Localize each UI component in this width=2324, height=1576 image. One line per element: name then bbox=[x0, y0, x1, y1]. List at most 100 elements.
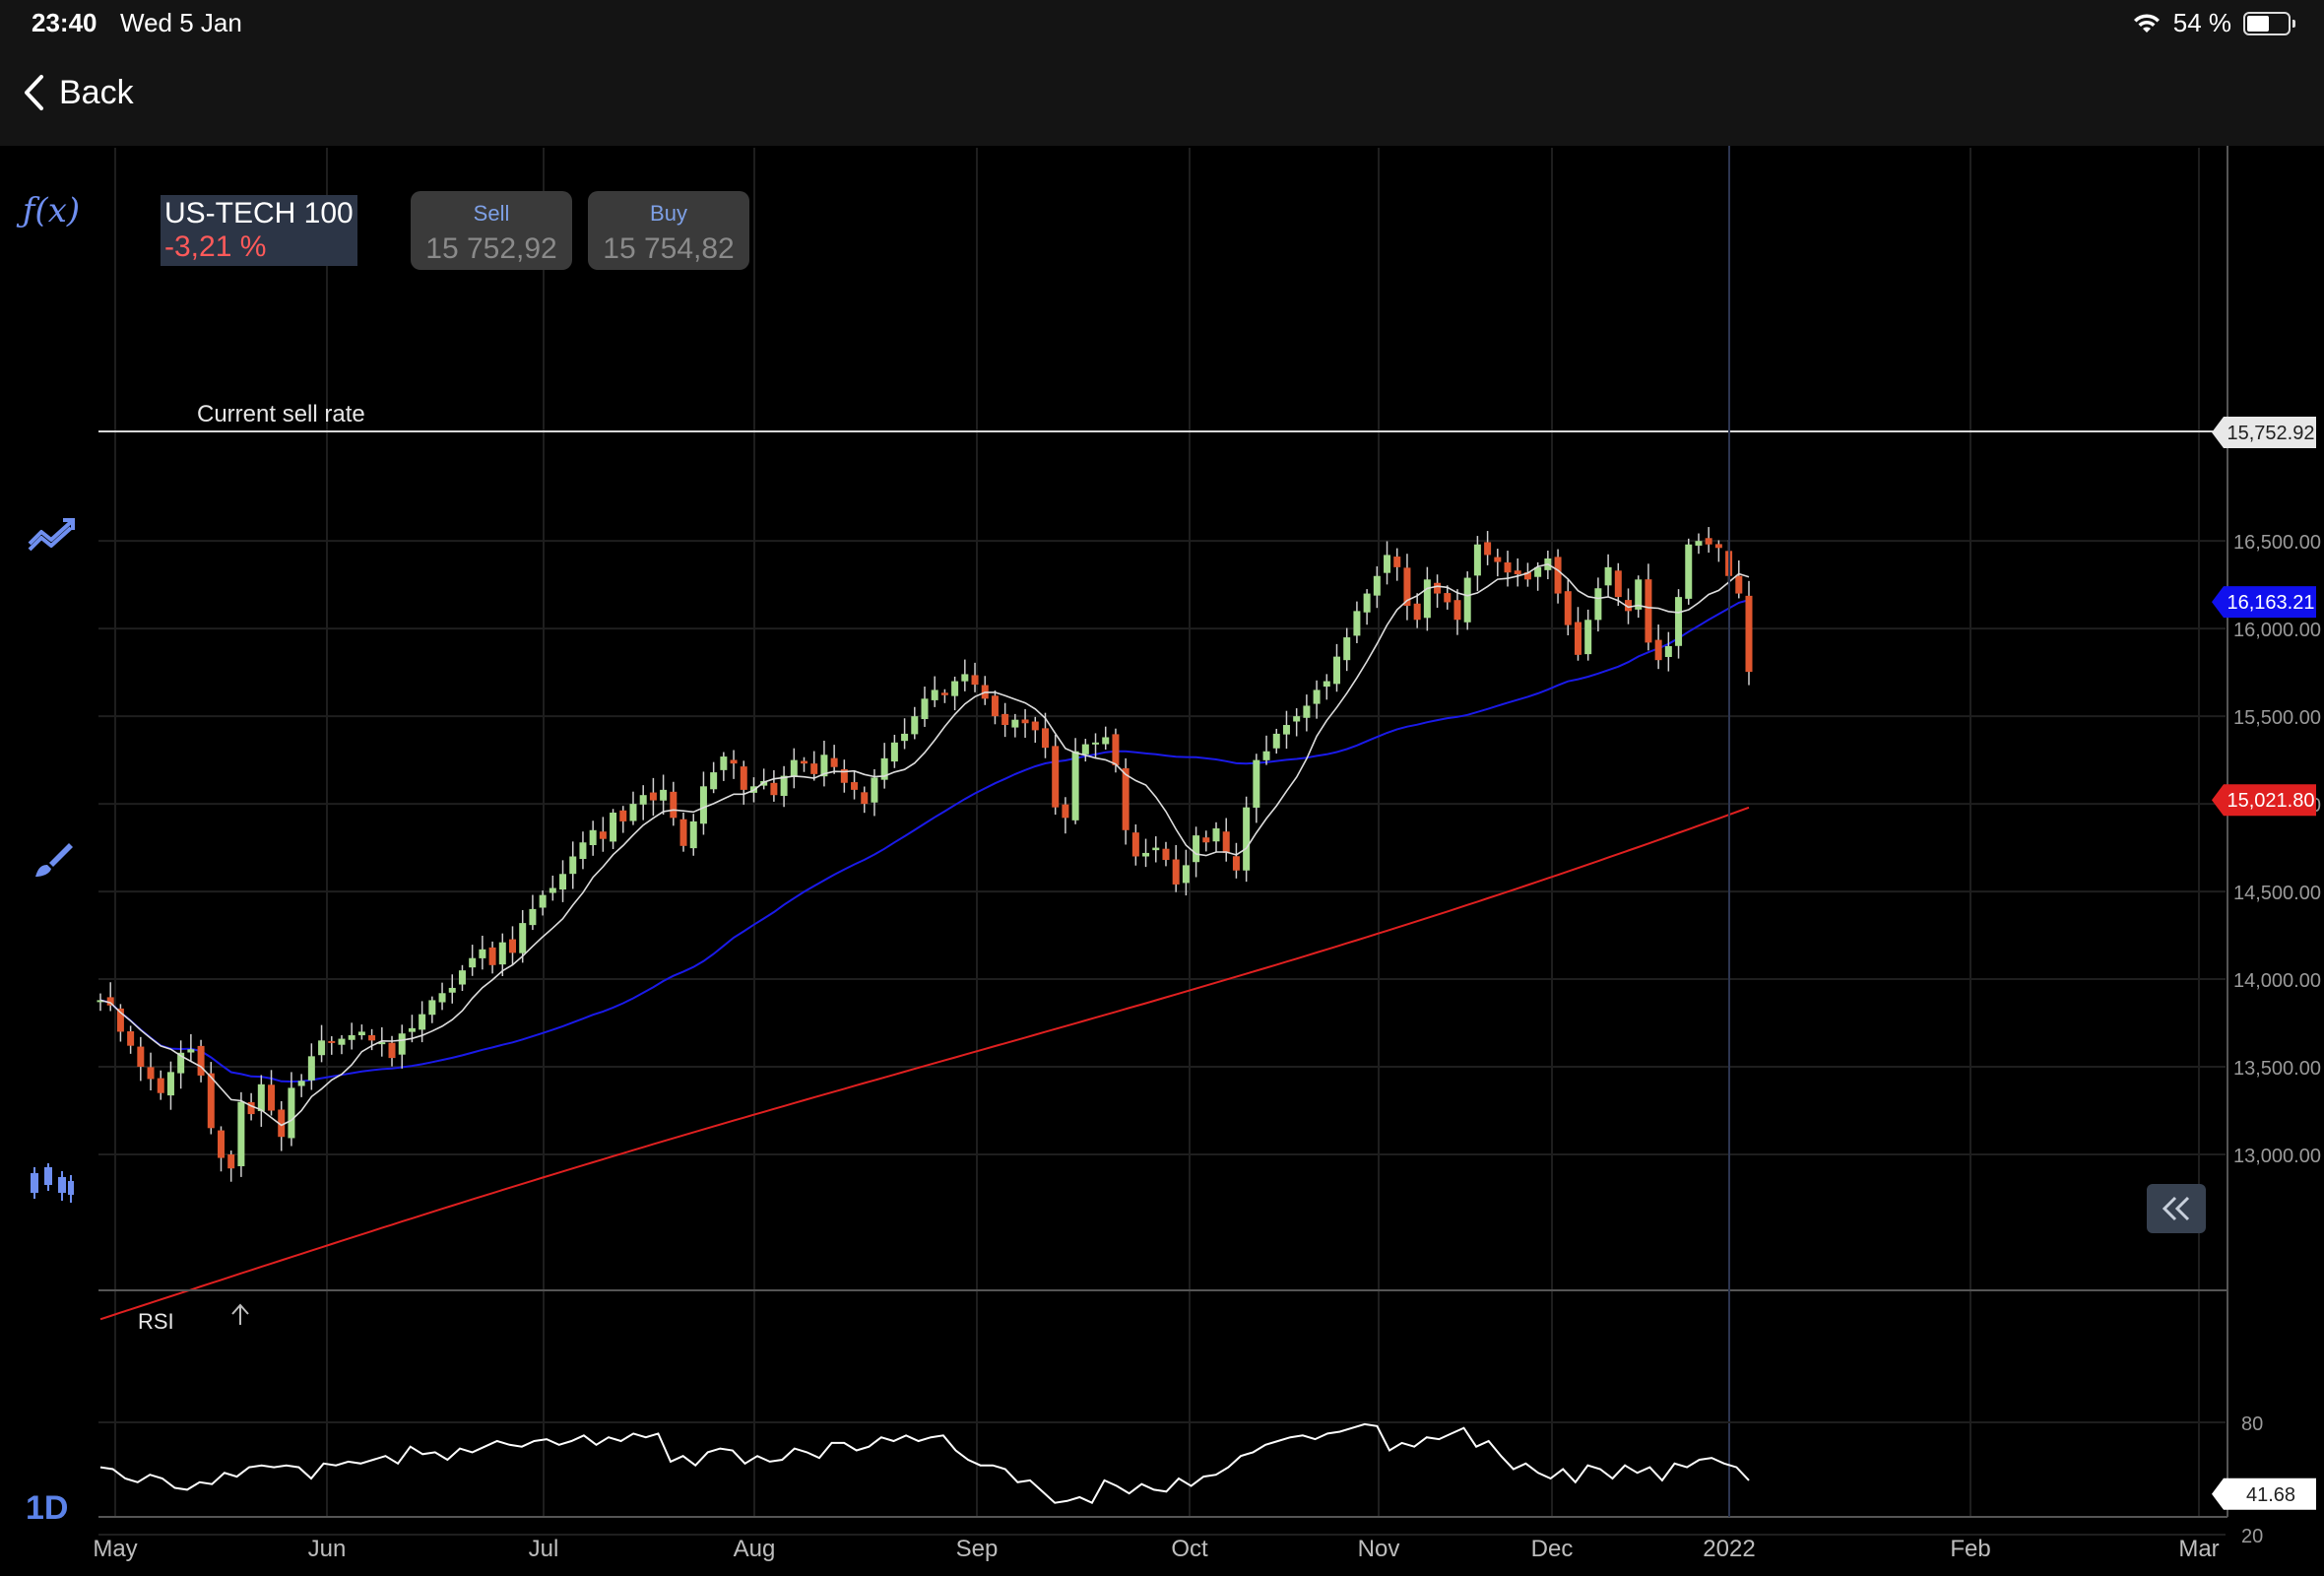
back-button[interactable]: Back bbox=[22, 73, 134, 112]
clock: 23:40 bbox=[32, 8, 97, 37]
rsi-badge: 41.68 bbox=[2212, 1478, 2316, 1510]
candle bbox=[137, 1036, 145, 1082]
instrument-label[interactable]: US-TECH 100 -3,21 % bbox=[161, 195, 357, 266]
candle bbox=[1343, 627, 1351, 672]
battery-percent: 54 % bbox=[2172, 8, 2231, 37]
buy-button[interactable]: Buy 15 754,82 bbox=[588, 191, 749, 270]
candle-body bbox=[1262, 751, 1270, 760]
candle bbox=[97, 993, 104, 1012]
ma50-badge-text: 16,163.21 bbox=[2227, 592, 2315, 614]
candle-body bbox=[1645, 579, 1652, 643]
candle-body bbox=[991, 695, 999, 717]
instrument-change: -3,21 % bbox=[164, 230, 267, 263]
date: Wed 5 Jan bbox=[120, 8, 242, 37]
candle-body bbox=[1142, 852, 1150, 857]
candle bbox=[670, 781, 678, 826]
candle-body bbox=[1052, 746, 1060, 808]
candles bbox=[97, 527, 1753, 1182]
rsi-badge-shape bbox=[2212, 1478, 2316, 1510]
candle-body bbox=[348, 1034, 355, 1040]
candle-body bbox=[1041, 728, 1049, 749]
timeframe-selector[interactable]: 1D bbox=[26, 1489, 69, 1527]
candle-body bbox=[1031, 721, 1039, 731]
candle bbox=[1011, 713, 1019, 738]
candle-body bbox=[1423, 579, 1431, 619]
candle-body bbox=[469, 957, 477, 968]
candle bbox=[1745, 580, 1753, 686]
candle bbox=[197, 1039, 205, 1083]
candle-body bbox=[1534, 566, 1542, 577]
double-chevron-left-icon bbox=[2162, 1196, 2190, 1221]
candlestick-type-icon[interactable] bbox=[20, 1154, 83, 1214]
candle bbox=[1243, 796, 1251, 883]
candle bbox=[760, 768, 768, 790]
chart-grid bbox=[98, 148, 2226, 1517]
candle bbox=[830, 745, 838, 774]
candle-body bbox=[318, 1040, 326, 1056]
candle bbox=[1664, 631, 1672, 672]
candle bbox=[1182, 849, 1190, 896]
candle bbox=[1413, 593, 1421, 628]
candle bbox=[1272, 728, 1280, 755]
candle-body bbox=[1172, 859, 1180, 885]
sell-price: 15 752,92 bbox=[425, 232, 557, 265]
candle-body bbox=[278, 1109, 286, 1138]
candle bbox=[1021, 708, 1029, 738]
candle bbox=[1102, 726, 1110, 751]
ma200-line bbox=[99, 806, 1750, 1321]
candle bbox=[268, 1070, 276, 1116]
candle-body bbox=[116, 1008, 124, 1032]
candle-body bbox=[1131, 832, 1139, 857]
price-badges: 16,163.21 15,752.92 15,021.80 41.68 bbox=[2212, 417, 2316, 1510]
candle bbox=[328, 1036, 336, 1055]
candle bbox=[629, 791, 637, 825]
candle bbox=[1484, 531, 1492, 565]
candle-body bbox=[1664, 645, 1672, 657]
candle-body bbox=[227, 1154, 235, 1169]
candle bbox=[1403, 554, 1411, 621]
candle-body bbox=[699, 786, 707, 824]
candle bbox=[790, 748, 798, 789]
candle bbox=[559, 860, 567, 902]
candle-body bbox=[931, 690, 938, 700]
candle bbox=[921, 687, 929, 727]
candle bbox=[227, 1150, 235, 1182]
brush-icon[interactable] bbox=[20, 831, 83, 890]
candle-body bbox=[1514, 570, 1521, 574]
candle bbox=[710, 761, 718, 794]
candle-body bbox=[790, 759, 798, 777]
candle-body bbox=[820, 755, 828, 777]
candle-body bbox=[1102, 737, 1110, 745]
candle-body bbox=[760, 780, 768, 786]
sell-label: Sell bbox=[473, 201, 510, 226]
candle bbox=[1675, 589, 1683, 659]
indicators-icon[interactable] bbox=[20, 504, 83, 563]
candle-body bbox=[1011, 719, 1019, 728]
candle-body bbox=[1614, 570, 1622, 598]
candle bbox=[730, 750, 738, 779]
candle bbox=[1222, 818, 1230, 862]
x-tick-label: 2022 bbox=[1703, 1536, 1755, 1562]
candle-body bbox=[398, 1033, 406, 1055]
candle bbox=[1353, 601, 1361, 643]
candle-body bbox=[307, 1056, 315, 1081]
candle-body bbox=[1212, 828, 1220, 842]
candle-body bbox=[257, 1084, 265, 1112]
candle-body bbox=[720, 756, 728, 770]
candle bbox=[177, 1040, 185, 1089]
collapse-button[interactable] bbox=[2147, 1184, 2206, 1233]
candle-body bbox=[911, 716, 919, 735]
candle-body bbox=[1714, 544, 1722, 549]
candle bbox=[1614, 562, 1622, 607]
candle bbox=[931, 676, 938, 707]
sell-button[interactable]: Sell 15 752,92 bbox=[411, 191, 572, 270]
buy-label: Buy bbox=[650, 201, 687, 226]
candle-body bbox=[1403, 567, 1411, 607]
candle bbox=[458, 964, 466, 992]
y-tick-label: 13,000.00 bbox=[2233, 1146, 2321, 1167]
candle bbox=[488, 941, 496, 974]
candle bbox=[1193, 826, 1200, 878]
function-icon[interactable]: ƒ(x) bbox=[22, 191, 81, 230]
candle bbox=[1434, 574, 1442, 608]
